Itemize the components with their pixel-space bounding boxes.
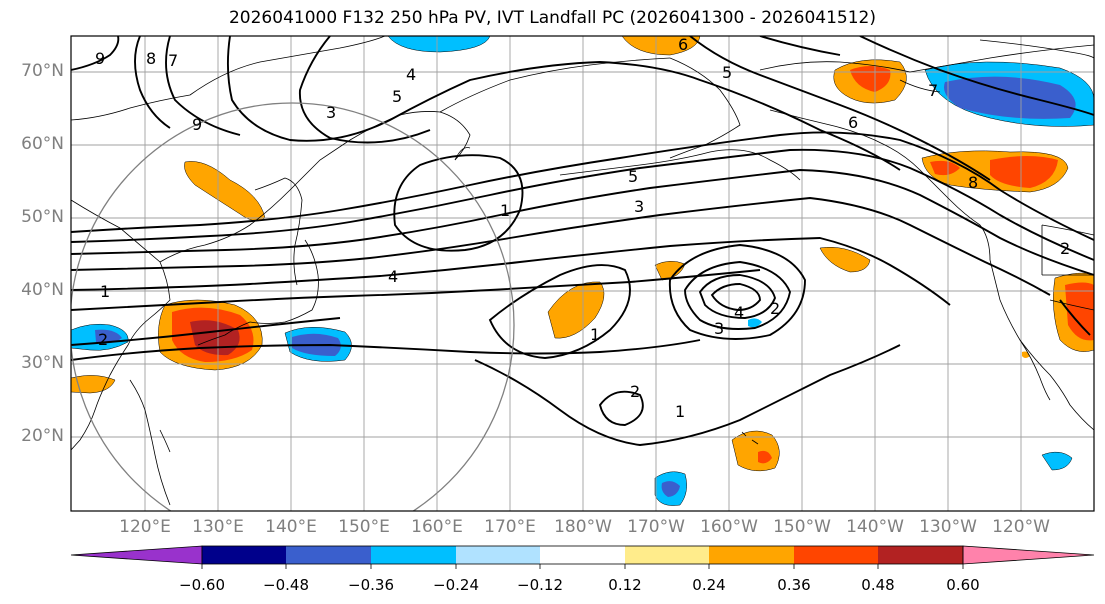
contour-label-5b: 5: [628, 167, 638, 186]
lat-label-70n: 70°N: [21, 61, 64, 81]
lon-label-180w: 180°W: [554, 517, 612, 537]
colorbar-label-024: 0.24: [692, 576, 726, 594]
lat-label-60n: 60°N: [21, 134, 64, 154]
colorbar-label-036: 0.36: [777, 576, 811, 594]
contour-label-2d: 2: [1060, 239, 1070, 258]
colorbar-label-060: 0.60: [946, 576, 980, 594]
contour-label-3b: 3: [634, 197, 644, 216]
lat-label-50n: 50°N: [21, 207, 64, 227]
colorbar-extend-left: [70, 545, 203, 565]
colorbar-label-neg036: −0.36: [348, 576, 394, 594]
lon-label-150e: 150°E: [338, 517, 390, 537]
colorbar-label-neg060: −0.60: [179, 576, 225, 594]
colorbar-label-neg048: −0.48: [263, 576, 309, 594]
colorbar-seg-2: [202, 546, 286, 564]
map-title: 2026041000 F132 250 hPa PV, IVT Landfall…: [228, 8, 876, 28]
lon-label-150w: 150°W: [773, 517, 831, 537]
contour-label-2b: 2: [630, 382, 640, 401]
contour-label-7b: 7: [928, 81, 938, 100]
contour-label-4c: 4: [734, 303, 744, 322]
colorbar-seg-3: [286, 546, 371, 564]
colorbar-seg-10: [878, 546, 963, 564]
colorbar-extend-right: [962, 545, 1095, 565]
lon-label-130w: 130°W: [919, 517, 977, 537]
lat-label-20n: 20°N: [21, 426, 64, 446]
lon-label-160e: 160°E: [411, 517, 463, 537]
contour-label-9b: 9: [95, 49, 105, 68]
contour-label-6a: 6: [678, 35, 688, 54]
colorbar-seg-9: [794, 546, 878, 564]
contour-label-1b: 1: [590, 325, 600, 344]
colorbar-seg-4: [371, 546, 456, 564]
colorbar-label-neg012: −0.12: [517, 576, 563, 594]
contour-label-1a: 1: [100, 282, 110, 301]
colorbar-label-neg024: −0.24: [433, 576, 479, 594]
colorbar-seg-6: [540, 546, 625, 564]
contour-label-2c: 2: [770, 299, 780, 318]
lon-label-140w: 140°W: [846, 517, 904, 537]
contour-label-group: 1 1 1 1 2 2 2 2 3 3 3 4 4 4 5 5 5 6 6 7 …: [95, 35, 1070, 421]
contour-label-8b: 8: [968, 173, 978, 192]
contour-label-4b: 4: [406, 65, 416, 84]
lon-label-170w: 170°W: [627, 517, 685, 537]
contour-label-3a: 3: [326, 103, 336, 122]
contour-label-4a: 4: [388, 267, 398, 286]
range-circle: [71, 102, 515, 511]
contour-label-1d: 1: [500, 201, 510, 220]
lat-label-40n: 40°N: [21, 280, 64, 300]
contour-label-5a: 5: [392, 87, 402, 106]
colorbar-seg-7: [625, 546, 709, 564]
contour-label-5c: 5: [722, 63, 732, 82]
contour-label-9a: 9: [192, 115, 202, 134]
contour-label-8a: 8: [146, 49, 156, 68]
lon-label-130e: 130°E: [192, 517, 244, 537]
colorbar-outline: [201, 545, 964, 565]
gridlines: [71, 36, 1094, 511]
lat-label-30n: 30°N: [21, 353, 64, 373]
colorbar-label-048: 0.48: [861, 576, 895, 594]
plot-frame: [70, 35, 1095, 512]
lon-label-160w: 160°W: [700, 517, 758, 537]
colorbar-label-012: 0.12: [608, 576, 642, 594]
contour-label-3c: 3: [714, 319, 724, 338]
contour-label-1c: 1: [675, 402, 685, 421]
lon-label-120w: 120°W: [992, 517, 1050, 537]
lon-label-140e: 140°E: [265, 517, 317, 537]
lon-label-170e: 170°E: [484, 517, 536, 537]
colorbar-seg-5: [456, 546, 540, 564]
colorbar-seg-8: [709, 546, 794, 564]
contour-label-2a: 2: [98, 330, 108, 349]
contour-label-6b: 6: [848, 113, 858, 132]
colorbar: [70, 545, 1095, 569]
lon-label-120e: 120°E: [119, 517, 171, 537]
pv-contours: [71, 36, 1094, 446]
contour-label-7a: 7: [168, 51, 178, 70]
